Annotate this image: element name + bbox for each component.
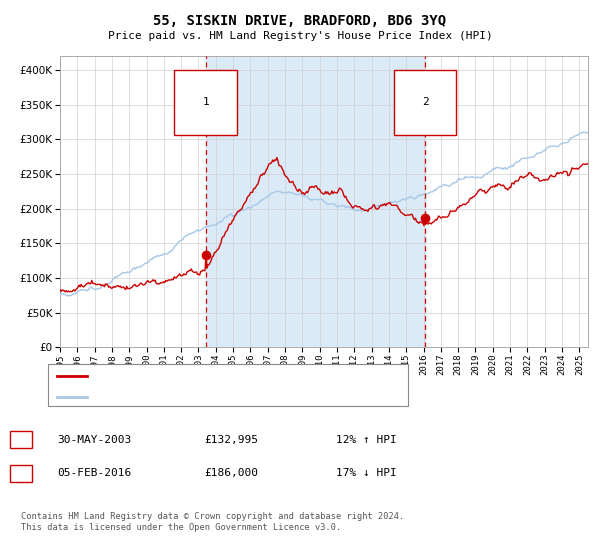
Text: 55, SISKIN DRIVE, BRADFORD, BD6 3YQ (detached house): 55, SISKIN DRIVE, BRADFORD, BD6 3YQ (det… <box>93 371 398 381</box>
Text: Price paid vs. HM Land Registry's House Price Index (HPI): Price paid vs. HM Land Registry's House … <box>107 31 493 41</box>
Text: 1: 1 <box>17 435 25 445</box>
Text: 12% ↑ HPI: 12% ↑ HPI <box>336 435 397 445</box>
Text: 30-MAY-2003: 30-MAY-2003 <box>57 435 131 445</box>
Text: 55, SISKIN DRIVE, BRADFORD, BD6 3YQ: 55, SISKIN DRIVE, BRADFORD, BD6 3YQ <box>154 14 446 28</box>
Text: HPI: Average price, detached house, Bradford: HPI: Average price, detached house, Brad… <box>93 392 352 402</box>
Text: 1: 1 <box>202 97 209 108</box>
Text: £186,000: £186,000 <box>204 468 258 478</box>
Bar <box>206 56 425 347</box>
Text: 2: 2 <box>422 97 428 108</box>
Text: £132,995: £132,995 <box>204 435 258 445</box>
Text: 2: 2 <box>17 468 25 478</box>
Text: 05-FEB-2016: 05-FEB-2016 <box>57 468 131 478</box>
Text: Contains HM Land Registry data © Crown copyright and database right 2024.
This d: Contains HM Land Registry data © Crown c… <box>21 512 404 532</box>
Text: 17% ↓ HPI: 17% ↓ HPI <box>336 468 397 478</box>
